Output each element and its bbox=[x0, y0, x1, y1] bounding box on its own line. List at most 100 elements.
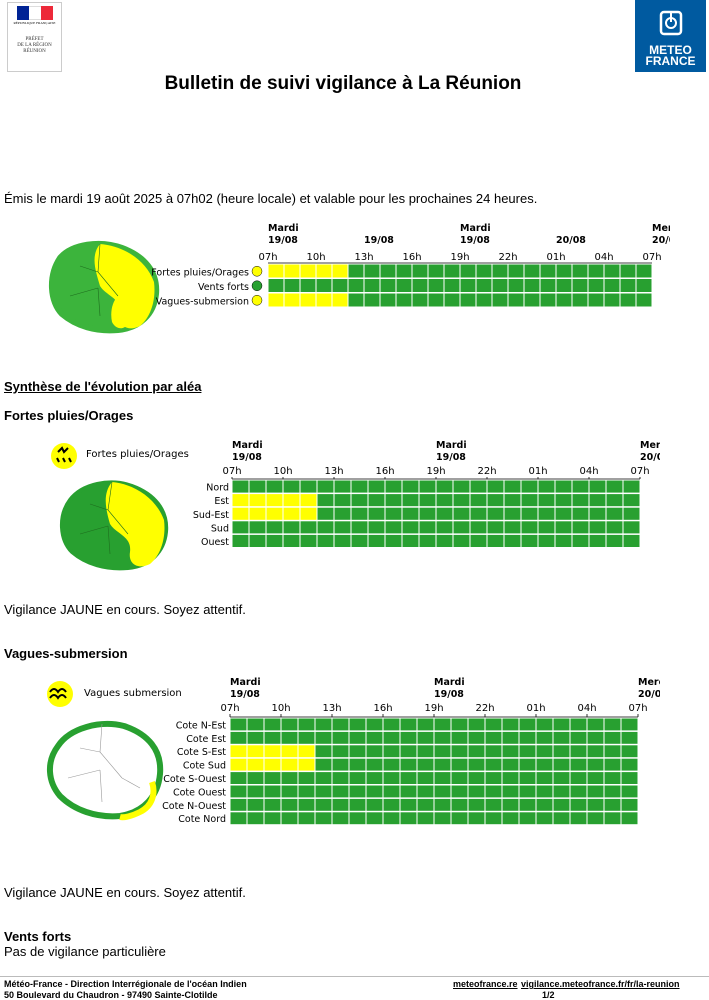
vagues-cell bbox=[349, 731, 366, 744]
pluies-cell bbox=[453, 494, 470, 507]
overview-cell bbox=[620, 293, 636, 307]
pluies-cell bbox=[266, 534, 283, 547]
vagues-row-label: Cote N-Est bbox=[176, 720, 227, 731]
overview-cell bbox=[540, 264, 556, 278]
overview-cell bbox=[572, 293, 588, 307]
pluies-cell bbox=[249, 480, 266, 493]
overview-cell bbox=[444, 293, 460, 307]
vagues-cell bbox=[417, 731, 434, 744]
overview-date-label: 20/08 bbox=[652, 235, 670, 246]
footer-link-vigilance[interactable]: vigilance.meteofrance.fr/fr/la-reunion bbox=[521, 979, 680, 989]
overview-cell bbox=[460, 264, 476, 278]
pluies-cell bbox=[470, 534, 487, 547]
vagues-cell bbox=[366, 785, 383, 798]
vagues-cell bbox=[247, 758, 264, 771]
prefet-republic: RÉPUBLIQUE FRANÇAISE bbox=[13, 21, 56, 25]
vagues-cell bbox=[536, 772, 553, 784]
rain-storm-icon-bolt bbox=[57, 446, 69, 454]
vagues-cell bbox=[536, 785, 553, 798]
pluies-date-label: 20/08 bbox=[640, 452, 660, 463]
vagues-row-label: Cote S-Est bbox=[177, 747, 226, 758]
overview-cell bbox=[396, 279, 412, 292]
vagues-cell bbox=[349, 812, 366, 825]
vagues-cell bbox=[366, 758, 383, 771]
overview-cell bbox=[300, 279, 316, 292]
vagues-cell bbox=[587, 785, 604, 798]
pluies-cell bbox=[623, 480, 640, 493]
vagues-cell bbox=[587, 745, 604, 758]
pluies-cell bbox=[606, 494, 623, 507]
overview-date-label: 20/08 bbox=[556, 235, 586, 246]
vagues-cell bbox=[349, 745, 366, 758]
vagues-cell bbox=[604, 718, 621, 731]
pluies-cell bbox=[589, 494, 606, 507]
vagues-hour-label: 04h bbox=[577, 703, 596, 714]
vagues-cell bbox=[383, 731, 400, 744]
vagues-timeline: Mardi19/08Mardi19/08Mercredi20/0807h10h1… bbox=[162, 677, 660, 825]
vagues-cell bbox=[519, 785, 536, 798]
rain-storm-icon-drops bbox=[56, 457, 72, 463]
vagues-hour-label: 13h bbox=[322, 703, 341, 714]
map-vagues-coast-yellow bbox=[119, 781, 157, 821]
vagues-cell bbox=[587, 731, 604, 744]
pluies-row-label: Sud bbox=[211, 523, 229, 534]
prefet-line3: RÉUNION bbox=[23, 49, 46, 54]
vagues-cell bbox=[332, 758, 349, 771]
overview-cell bbox=[572, 279, 588, 292]
pluies-cell bbox=[572, 480, 589, 493]
overview-cell bbox=[428, 293, 444, 307]
vagues-cell bbox=[315, 772, 332, 784]
pluies-cell bbox=[504, 494, 521, 507]
vagues-cell bbox=[264, 772, 281, 784]
pluies-cell bbox=[385, 494, 402, 507]
map-overview-east bbox=[94, 244, 155, 329]
emission-text: Émis le mardi 19 août 2025 à 07h02 (heur… bbox=[4, 191, 538, 206]
pluies-cell bbox=[606, 521, 623, 534]
vagues-cell bbox=[264, 785, 281, 798]
vagues-cell bbox=[417, 745, 434, 758]
meteo-france-emblem-icon bbox=[659, 10, 682, 36]
overview-cell bbox=[348, 264, 364, 278]
vagues-cell bbox=[230, 745, 247, 758]
vagues-cell bbox=[383, 758, 400, 771]
overview-cell bbox=[380, 293, 396, 307]
vagues-hour-label: 01h bbox=[526, 703, 545, 714]
pluies-cell bbox=[504, 480, 521, 493]
pluies-cell bbox=[368, 494, 385, 507]
pluies-cell bbox=[283, 521, 300, 534]
overview-cell bbox=[316, 264, 332, 278]
vagues-cell bbox=[264, 758, 281, 771]
map-pluies-borders bbox=[79, 481, 129, 555]
vagues-cell bbox=[451, 772, 468, 784]
overview-cell bbox=[492, 264, 508, 278]
overview-row-label: Vagues-submersion bbox=[156, 297, 249, 308]
vagues-cell bbox=[570, 798, 587, 811]
vagues-cell bbox=[485, 812, 502, 825]
vagues-cell bbox=[536, 758, 553, 771]
vagues-cell bbox=[485, 772, 502, 784]
overview-cell bbox=[316, 293, 332, 307]
vagues-cell bbox=[332, 731, 349, 744]
overview-cell bbox=[604, 279, 620, 292]
vagues-cell bbox=[553, 718, 570, 731]
pluies-cell bbox=[589, 480, 606, 493]
overview-hour-label: 07h bbox=[258, 252, 277, 263]
vagues-cell bbox=[264, 745, 281, 758]
pluies-cell bbox=[266, 521, 283, 534]
vagues-day-label: Mardi bbox=[434, 677, 465, 688]
vagues-cell bbox=[451, 798, 468, 811]
footer-link-meteofrance[interactable]: meteofrance.re bbox=[453, 979, 518, 989]
pluies-cell bbox=[555, 494, 572, 507]
reunion-map-pluies bbox=[51, 443, 169, 571]
vagues-cell bbox=[298, 731, 315, 744]
vagues-cell bbox=[570, 772, 587, 784]
vagues-cell bbox=[604, 731, 621, 744]
pluies-cell bbox=[538, 534, 555, 547]
pluies-cell bbox=[453, 521, 470, 534]
vagues-cell bbox=[468, 798, 485, 811]
pluies-cell bbox=[453, 507, 470, 520]
overview-cell bbox=[620, 264, 636, 278]
vagues-cell bbox=[621, 758, 638, 771]
pluies-cell bbox=[249, 534, 266, 547]
vagues-cell bbox=[400, 745, 417, 758]
